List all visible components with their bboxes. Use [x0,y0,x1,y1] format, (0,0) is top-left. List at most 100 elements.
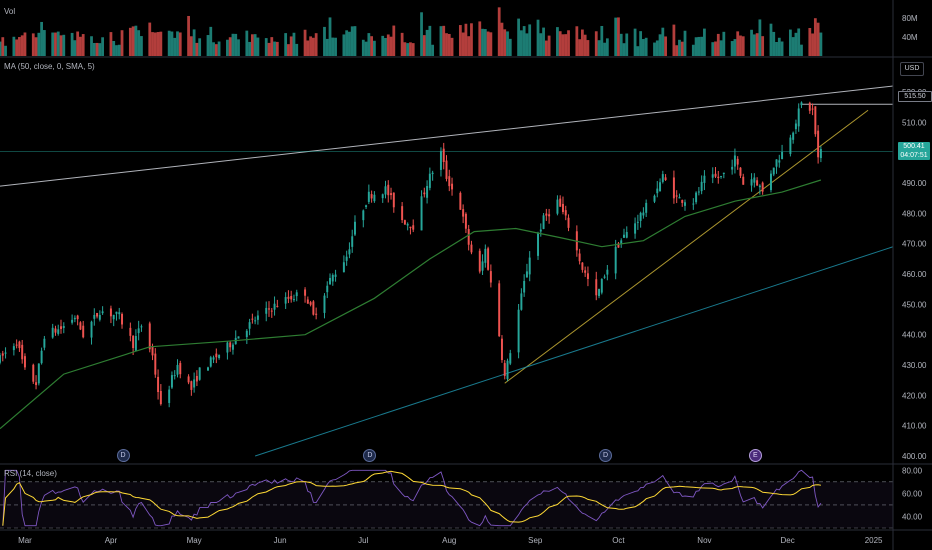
volume-bar [800,44,803,56]
volume-bar [691,44,695,56]
candle-body [132,335,135,349]
candle-body [639,212,642,221]
volume-bar [167,30,171,56]
candle-body [254,320,257,322]
volume-bar [661,27,665,56]
candle-body [439,151,442,170]
candle-body [733,155,736,167]
volume-bar [733,39,737,56]
candle-body [761,182,764,192]
candle-body [537,233,540,256]
time-tick-label: Dec [780,536,794,545]
candle-body [653,195,656,202]
dividend-icon[interactable]: D [116,449,130,462]
candle-body [226,342,229,353]
volume-bar [176,31,179,56]
volume-bar [458,25,462,56]
ma-indicator-label[interactable]: MA (50, close, 0, SMA, 5) [4,62,95,71]
currency-button[interactable]: USD [900,62,924,76]
candle-body [212,357,215,360]
candle-body [365,205,368,208]
volume-bar [54,32,57,56]
volume-bar [542,27,545,56]
candle-body [539,229,542,232]
candle-body [506,360,509,379]
candle-body [778,160,781,163]
volume-bar [275,41,279,56]
volume-bar [59,35,63,56]
candle-body [218,354,221,359]
earnings-icon[interactable]: E [748,449,762,462]
volume-bar [40,21,43,57]
candle-body [736,158,739,165]
volume-bar [445,33,448,56]
volume-bar [234,33,238,56]
candle-body [54,328,57,333]
volume-bar [442,25,446,56]
candle-body [326,285,329,293]
price-pane[interactable] [0,85,894,457]
candle-body [93,314,96,319]
volume-bar [506,31,509,56]
volume-bar [519,30,523,56]
candle-body [797,108,800,127]
volume-bar [334,37,337,56]
candle-body [445,160,448,179]
candle-body [270,310,273,312]
price-tick-label: 420.00 [902,391,927,400]
candle-body [76,315,79,320]
candle-body [173,375,176,377]
candle-body [71,319,74,323]
candle-body [467,229,470,245]
candle-body [151,346,154,356]
time-tick-label: Apr [105,536,118,545]
volume-bar [752,34,756,56]
trendline [254,246,894,457]
candle-body [517,309,520,353]
volume-bar [714,41,717,56]
candle-body [367,191,370,202]
volume-bar [439,26,443,56]
volume-bar [503,29,507,56]
volume-bar [348,31,351,56]
dividend-icon[interactable]: D [599,449,613,462]
price-tick-label: 460.00 [902,270,927,279]
last-price-tag: 500.41 04:07:51 [898,142,930,160]
candle-body [564,210,567,216]
candle-body [722,172,725,174]
volume-bar [226,39,229,56]
volume-bar [605,38,609,56]
candle-body [140,326,143,328]
volume-bar [284,33,288,56]
candle-body [251,318,254,320]
volume-bar [447,33,451,56]
candle-body [40,350,43,364]
volume-bar [655,40,659,56]
candle-body [90,321,93,338]
volume-bar [420,12,423,56]
volume-bar [625,33,629,56]
volume-bar [56,31,60,56]
candle-body [193,379,196,388]
candle-body [137,328,140,334]
volume-bar [92,42,96,56]
candle-body [681,199,684,203]
candle-body [481,261,484,271]
volume-bar [775,41,778,56]
rsi-indicator-label[interactable]: RSI (14, close) [4,469,57,478]
volume-bar [594,31,598,56]
volume-bar [808,27,812,56]
volume-bar [292,32,296,56]
volume-bar [273,41,276,56]
price-tick-label: 430.00 [902,361,927,370]
candle-body [209,357,212,367]
volume-bar [392,25,396,56]
volume-bar [758,19,762,56]
volume-bar [345,30,349,56]
dividend-icon[interactable]: D [363,449,377,462]
volume-bar [131,26,135,56]
volume-bar [90,36,93,56]
candle-body [542,215,545,229]
